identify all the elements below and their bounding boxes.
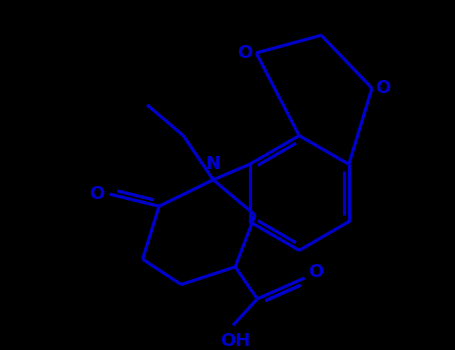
Text: N: N	[206, 155, 221, 173]
Text: O: O	[238, 44, 253, 62]
Text: OH: OH	[220, 332, 250, 350]
Text: O: O	[308, 264, 324, 281]
Text: O: O	[89, 185, 104, 203]
Text: O: O	[375, 79, 391, 97]
